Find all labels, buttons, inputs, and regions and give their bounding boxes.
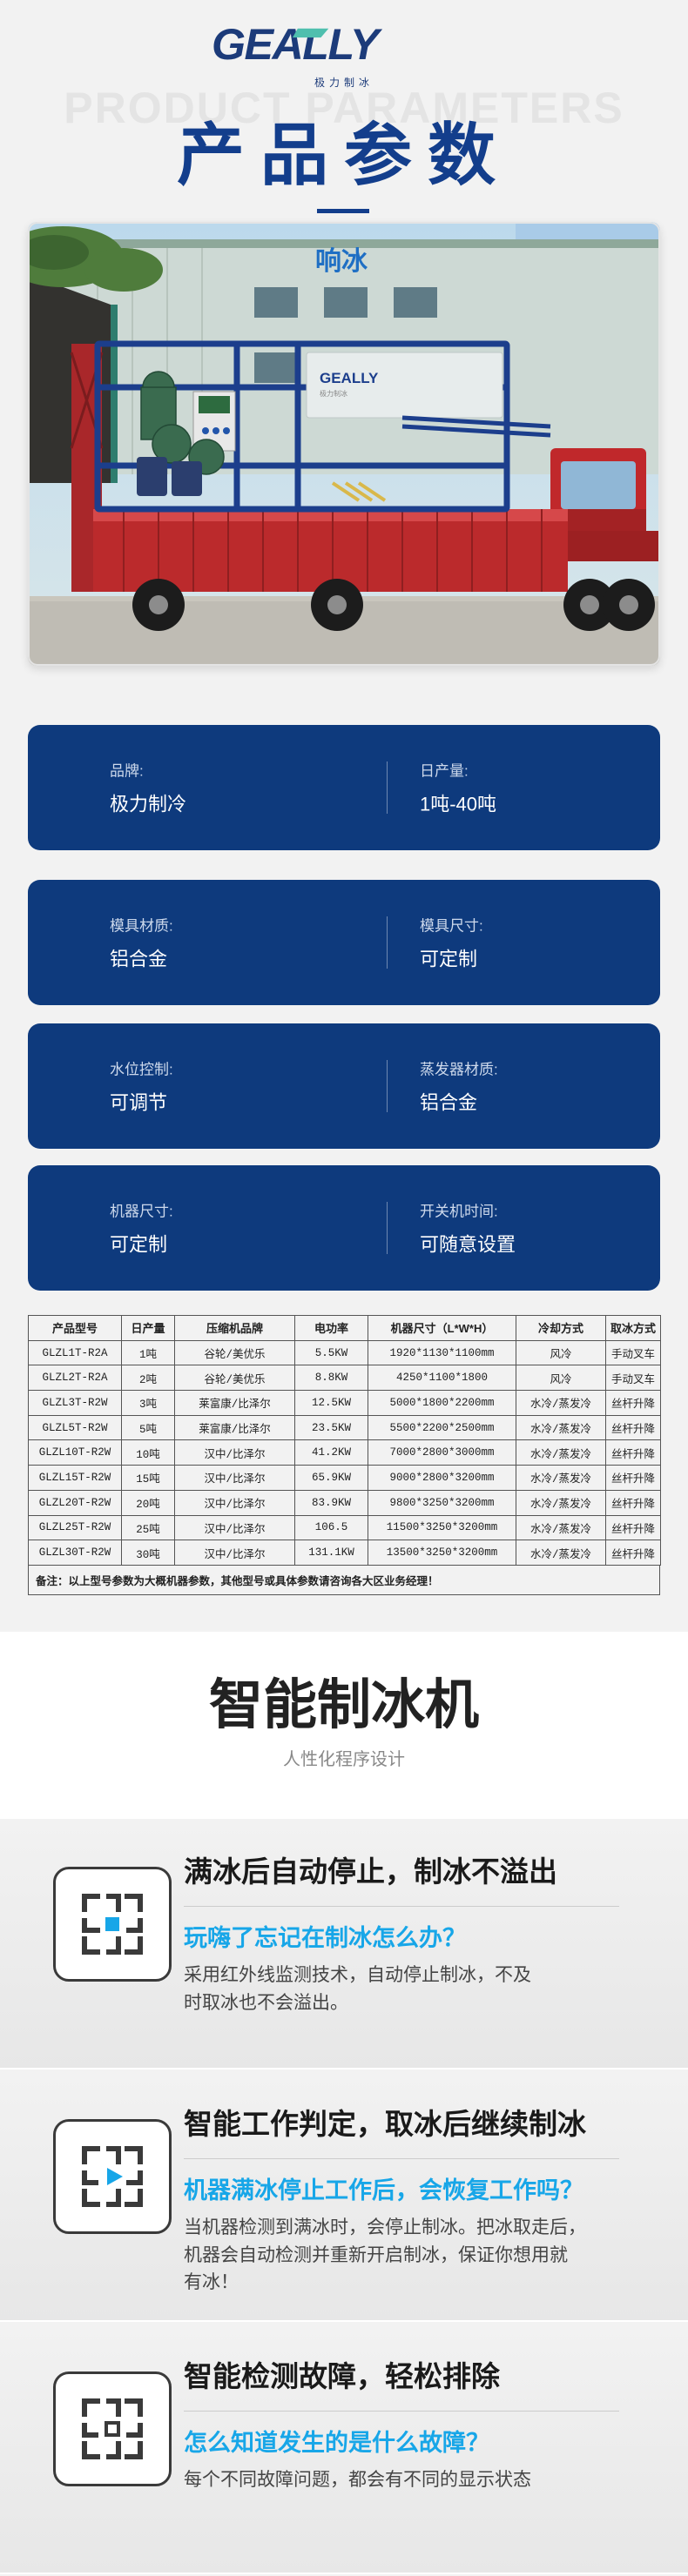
svg-text:GEALLY: GEALLY [212, 20, 383, 69]
svg-text:GEALLY: GEALLY [320, 370, 379, 386]
svg-text:响冰: 响冰 [315, 247, 368, 276]
svg-text:极力制冰: 极力制冰 [320, 389, 347, 398]
